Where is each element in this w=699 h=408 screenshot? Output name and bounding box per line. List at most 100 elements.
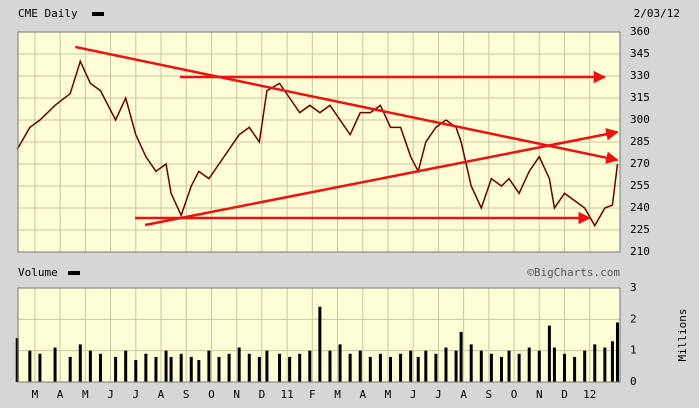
y-tick-label: 360 bbox=[630, 25, 650, 38]
y-tick-label: 0 bbox=[630, 375, 637, 388]
y-tick-label: 2 bbox=[630, 312, 637, 325]
x-tick-label: 11 bbox=[280, 388, 293, 401]
volume-bar bbox=[15, 338, 19, 382]
volume-bar bbox=[265, 350, 269, 382]
y-tick-label: 270 bbox=[630, 157, 650, 170]
volume-bar bbox=[134, 360, 138, 382]
x-tick-label: M bbox=[82, 388, 89, 401]
y-axis-label: Millions bbox=[676, 309, 689, 362]
volume-bar bbox=[308, 350, 312, 382]
volume-bar bbox=[28, 350, 32, 382]
volume-bar bbox=[603, 347, 607, 382]
x-tick-label: N bbox=[536, 388, 543, 401]
volume-bar bbox=[537, 350, 541, 382]
x-tick-label: O bbox=[208, 388, 215, 401]
x-tick-label: M bbox=[385, 388, 392, 401]
y-tick-label: 285 bbox=[630, 135, 650, 148]
volume-bar bbox=[124, 350, 128, 382]
volume-bar bbox=[479, 350, 483, 382]
volume-bar bbox=[328, 350, 332, 382]
x-tick-label: A bbox=[57, 388, 64, 401]
volume-bar bbox=[197, 360, 201, 382]
x-tick-label: J bbox=[132, 388, 139, 401]
volume-title: Volume bbox=[18, 266, 58, 279]
x-tick-label: A bbox=[158, 388, 165, 401]
volume-bar bbox=[338, 344, 342, 382]
y-tick-label: 330 bbox=[630, 69, 650, 82]
y-tick-label: 300 bbox=[630, 113, 650, 126]
x-tick-label: S bbox=[486, 388, 493, 401]
volume-bar bbox=[53, 347, 57, 382]
volume-bar bbox=[257, 356, 261, 382]
y-tick-label: 315 bbox=[630, 91, 650, 104]
volume-bar bbox=[399, 353, 403, 382]
volume-bar bbox=[378, 353, 382, 382]
panel-border bbox=[17, 31, 621, 253]
volume-bar bbox=[552, 347, 556, 382]
volume-bar bbox=[207, 350, 211, 382]
volume-bar bbox=[189, 356, 193, 382]
volume-bar bbox=[615, 322, 619, 382]
volume-bar bbox=[610, 341, 614, 382]
legend-swatch bbox=[68, 271, 80, 275]
y-tick-label: 1 bbox=[630, 344, 637, 357]
volume-bar bbox=[563, 353, 567, 382]
volume-bar bbox=[98, 353, 102, 382]
credit: ©BigCharts.com bbox=[527, 266, 620, 279]
trendline bbox=[74, 45, 619, 164]
x-tick-label: 12 bbox=[583, 388, 596, 401]
volume-bar bbox=[388, 356, 392, 382]
volume-bar bbox=[424, 350, 428, 382]
volume-bar bbox=[469, 344, 473, 382]
x-tick-label: D bbox=[561, 388, 568, 401]
x-tick-label: N bbox=[233, 388, 240, 401]
x-tick-label: D bbox=[259, 388, 266, 401]
chart-date: 2/03/12 bbox=[634, 7, 680, 20]
volume-bar bbox=[38, 353, 42, 382]
volume-bar bbox=[593, 344, 597, 382]
x-tick-label: O bbox=[511, 388, 518, 401]
volume-bar bbox=[358, 350, 362, 382]
x-tick-label: S bbox=[183, 388, 190, 401]
volume-bar bbox=[454, 350, 458, 382]
volume-bar bbox=[68, 356, 72, 382]
volume-bar bbox=[416, 356, 420, 382]
volume-bar bbox=[489, 353, 493, 382]
volume-bar bbox=[459, 331, 463, 382]
x-tick-label: J bbox=[107, 388, 114, 401]
volume-bar bbox=[547, 325, 551, 382]
y-tick-label: 345 bbox=[630, 47, 650, 60]
volume-bar bbox=[144, 353, 148, 382]
volume-bar bbox=[318, 306, 322, 382]
panel-border bbox=[17, 287, 621, 383]
y-tick-label: 210 bbox=[630, 245, 650, 258]
volume-bar bbox=[507, 350, 511, 382]
volume-bar bbox=[288, 356, 292, 382]
y-tick-label: 255 bbox=[630, 179, 650, 192]
volume-bar bbox=[154, 356, 158, 382]
volume-bar bbox=[179, 353, 183, 382]
x-tick-label: F bbox=[309, 388, 316, 401]
volume-bar bbox=[164, 350, 168, 382]
volume-bar bbox=[583, 350, 587, 382]
volume-bar bbox=[217, 356, 221, 382]
volume-bar bbox=[88, 350, 92, 382]
volume-bar bbox=[517, 353, 521, 382]
volume-bar bbox=[368, 356, 372, 382]
legend-swatch bbox=[92, 12, 104, 16]
x-tick-label: J bbox=[435, 388, 442, 401]
volume-bar bbox=[169, 356, 173, 382]
volume-bar bbox=[78, 344, 82, 382]
volume-bar bbox=[527, 347, 531, 382]
y-tick-label: 225 bbox=[630, 223, 650, 236]
volume-bar bbox=[434, 353, 438, 382]
x-tick-label: J bbox=[410, 388, 417, 401]
price-line bbox=[16, 59, 619, 228]
volume-bar bbox=[227, 353, 231, 382]
volume-bar bbox=[348, 353, 352, 382]
volume-bar bbox=[444, 347, 448, 382]
x-tick-label: M bbox=[32, 388, 39, 401]
volume-bar bbox=[237, 347, 241, 382]
volume-bar bbox=[247, 353, 251, 382]
volume-bar bbox=[499, 356, 503, 382]
